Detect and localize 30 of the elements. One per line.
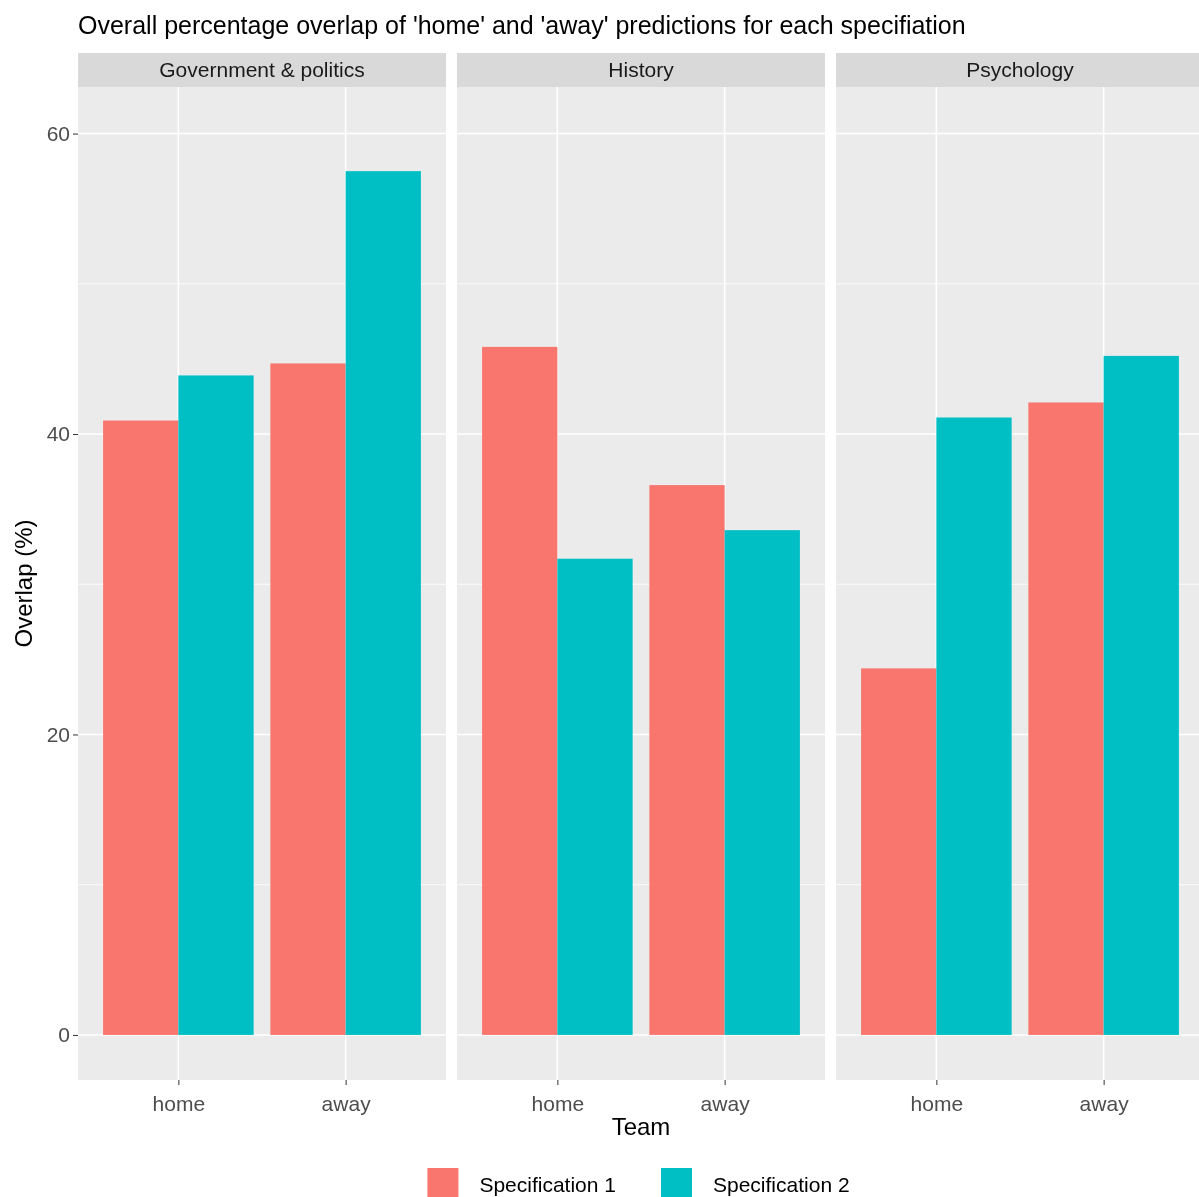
y-tick-label: 20 [46,722,70,746]
text: Overall percentage overlap of 'home' and 'away' predictions for each specifiation [78,11,966,39]
bar [649,485,725,1035]
x-axis-title: Team [611,1113,671,1140]
bar [482,346,558,1035]
bar [1028,402,1104,1035]
y-tick-label: 0 [58,1023,70,1047]
x-tick-label: away [700,1092,751,1116]
legend-label: Specification 1 [479,1173,616,1196]
bar [861,668,937,1035]
x-tick-label: away [321,1092,372,1116]
x-tick-label: home [910,1092,964,1116]
y-tick-label: 60 [46,121,70,145]
y-tick-label: 40 [46,422,70,446]
bar [178,375,254,1035]
chart-title: Government & politics [159,58,365,81]
bar [557,558,633,1035]
bar [103,420,179,1035]
x-tick-label: away [1079,1092,1130,1116]
bar [936,417,1012,1035]
chart-title: History [608,58,675,81]
x-tick-label: home [531,1092,585,1116]
bar [1103,355,1179,1035]
bar [345,171,421,1035]
legend-label: Specification 2 [713,1173,850,1196]
chart-title: Psychology [966,58,1075,81]
bar [270,363,346,1035]
x-tick-label: home [152,1092,206,1116]
bar [724,530,800,1035]
y-axis-title: Overlap (%) [10,519,37,648]
